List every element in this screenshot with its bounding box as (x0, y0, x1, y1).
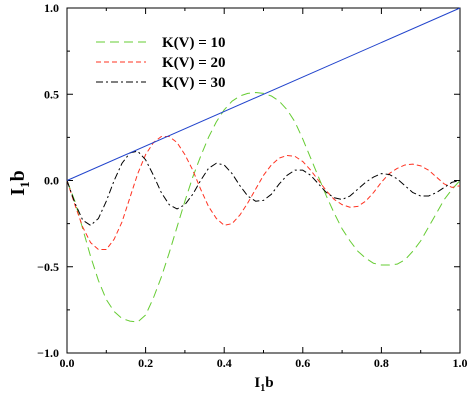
x-axis-label-sub: 1 (260, 383, 265, 394)
legend-label-kv30: K(V) = 30 (162, 75, 226, 91)
y-tick-label: −1.0 (37, 346, 59, 360)
y-tick-label: 0.0 (44, 174, 59, 188)
y-axis-label: I1b (7, 170, 32, 195)
x-axis-label: I1b (254, 375, 273, 394)
y-axis-label-sub: 1 (17, 181, 32, 188)
x-tick-label: 0.4 (217, 356, 232, 370)
plot-frame (66, 7, 461, 354)
y-tick-label: 1.0 (44, 1, 59, 15)
series-line-3 (66, 7, 461, 181)
x-axis-label-tail: b (265, 375, 273, 391)
y-tick-label: 0.5 (44, 87, 59, 101)
y-axis-label-main: I (7, 188, 29, 196)
x-tick-label: 0.6 (295, 356, 310, 370)
series-line-0 (66, 92, 461, 323)
x-tick-label: 0.0 (60, 356, 75, 370)
series-line-1 (66, 136, 461, 250)
x-tick-label: 0.2 (138, 356, 153, 370)
tick-labels: 0.0 0.2 0.4 0.6 0.8 1.0 1.0 0.5 0.0 −0.5 −1.0 (37, 1, 467, 370)
axis-ticks (66, 7, 461, 354)
x-axis-label-main: I (254, 375, 260, 391)
legend-label-kv10: K(V) = 10 (162, 35, 226, 51)
legend: K(V) = 10 K(V) = 20 K(V) = 30 (96, 35, 226, 91)
x-tick-label: 0.8 (374, 356, 389, 370)
series-line-2 (66, 150, 461, 226)
series-lines (66, 7, 461, 323)
legend-label-kv20: K(V) = 20 (162, 55, 226, 71)
y-axis-label-tail: b (7, 170, 29, 181)
y-tick-label: −0.5 (37, 260, 59, 274)
x-tick-label: 1.0 (453, 356, 468, 370)
